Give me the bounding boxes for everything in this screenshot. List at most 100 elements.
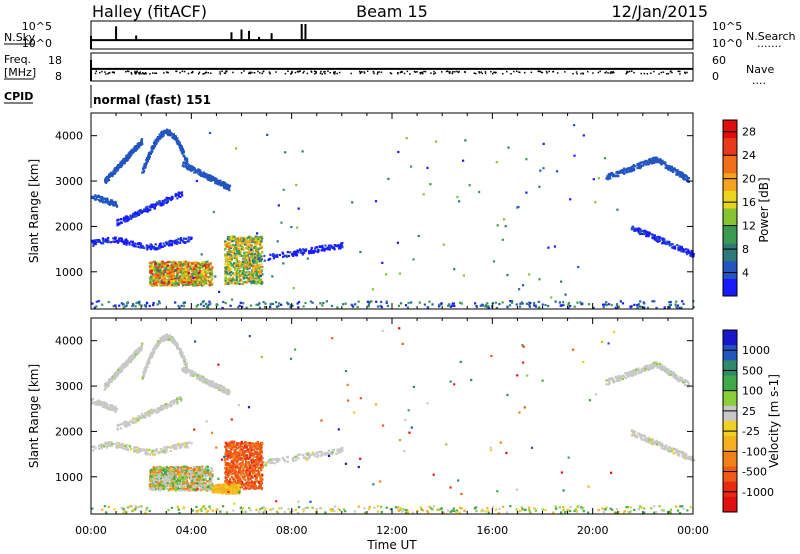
e-region-echo: [660, 509, 663, 512]
ytick-label: 4000: [55, 130, 83, 143]
arc-echo: [123, 363, 126, 366]
e-region-echo: [604, 303, 607, 306]
e-region-echo: [207, 303, 211, 306]
arc-echo: [107, 177, 110, 180]
arc-echo: [186, 157, 189, 160]
evening-arc-echo: [639, 166, 642, 169]
patch-echo: [248, 252, 251, 255]
arc-echo: [128, 151, 132, 154]
e-region-echo: [486, 302, 489, 305]
patch-echo: [235, 278, 238, 282]
evening-band-echo: [632, 226, 635, 229]
patch-echo: [234, 248, 237, 251]
e-region-echo: [304, 507, 307, 510]
patch-echo: [233, 282, 236, 285]
patch-echo: [168, 272, 171, 275]
e-region-echo: [674, 303, 677, 306]
patch-echo: [252, 264, 255, 267]
e-region-echo: [459, 301, 462, 304]
band-echo: [296, 249, 299, 252]
e-region-echo: [294, 508, 297, 511]
e-region-echo: [208, 300, 211, 303]
e-region-echo: [567, 302, 570, 305]
arc-echo: [119, 162, 122, 165]
nave-point: [478, 72, 481, 74]
patch-echo: [228, 257, 231, 261]
sparse-echo: [200, 253, 203, 256]
evening-band-echo: [651, 237, 654, 240]
patch-echo: [255, 256, 258, 259]
e-region-echo: [533, 507, 536, 510]
band-echo: [105, 238, 108, 241]
e-region-echo: [199, 508, 203, 511]
sparse-echo: [259, 274, 262, 278]
arc-echo: [125, 359, 129, 362]
patch-echo: [201, 273, 204, 276]
patch-echo: [164, 261, 168, 265]
arc-echo: [141, 342, 144, 345]
nave-point: [420, 72, 423, 74]
patch-echo: [153, 267, 156, 270]
arc-echo: [177, 139, 180, 142]
nave-point: [456, 70, 458, 73]
band-echo: [272, 257, 275, 260]
evening-arc-echo: [660, 159, 663, 162]
nave-point: [627, 71, 629, 73]
arc-echo: [116, 166, 119, 169]
e-region-echo: [528, 506, 531, 509]
patch-echo: [228, 237, 231, 240]
arc-echo: [184, 157, 187, 160]
band-echo: [341, 241, 344, 245]
arc-echo: [203, 377, 206, 380]
patch-echo: [170, 275, 173, 278]
arc-echo: [219, 184, 222, 187]
e-region-echo: [562, 301, 565, 304]
e-region-echo: [423, 303, 426, 306]
band-echo: [150, 203, 153, 206]
e-region-echo: [658, 505, 661, 508]
patch-echo: [250, 276, 253, 279]
e-region-echo: [238, 304, 241, 307]
arc-echo: [181, 164, 184, 167]
patch-echo: [236, 273, 239, 276]
evening-band-echo: [671, 243, 674, 246]
sparse-echo: [284, 151, 287, 154]
band-echo: [164, 199, 167, 202]
nave-point: [473, 72, 475, 74]
band-echo: [185, 237, 188, 240]
patch-echo: [227, 263, 230, 266]
nave-point: [149, 73, 151, 75]
patch-echo: [191, 274, 194, 277]
e-region-echo: [103, 505, 106, 508]
e-region-echo: [380, 511, 383, 514]
arc-echo: [109, 172, 112, 176]
patch-echo: [160, 280, 163, 283]
e-region-echo: [350, 303, 353, 306]
patch-echo: [229, 254, 232, 257]
patch-echo: [154, 268, 157, 271]
e-region-echo: [321, 304, 324, 307]
patch-echo: [149, 279, 152, 282]
patch-echo: [175, 284, 178, 287]
arc-echo: [124, 159, 127, 162]
band-echo: [120, 221, 123, 224]
patch-echo: [238, 252, 241, 256]
nave-point: [291, 71, 293, 74]
band-echo: [146, 248, 149, 251]
e-region-echo: [397, 508, 400, 511]
patch-echo: [158, 270, 161, 273]
arc-echo: [157, 345, 160, 348]
patch-echo: [240, 278, 243, 282]
e-region-echo: [636, 304, 639, 307]
station-title: Halley (fitACF): [92, 2, 207, 21]
patch-echo: [208, 284, 211, 287]
evening-arc-echo: [649, 160, 652, 163]
nave-point: [475, 72, 477, 75]
patch-echo: [224, 263, 227, 266]
sparse-echo: [495, 161, 498, 164]
e-region-echo: [118, 304, 121, 307]
arc-echo: [101, 403, 104, 407]
e-region-echo: [485, 303, 488, 306]
band-echo: [328, 246, 331, 250]
velocity-echo-cells: [91, 327, 696, 515]
